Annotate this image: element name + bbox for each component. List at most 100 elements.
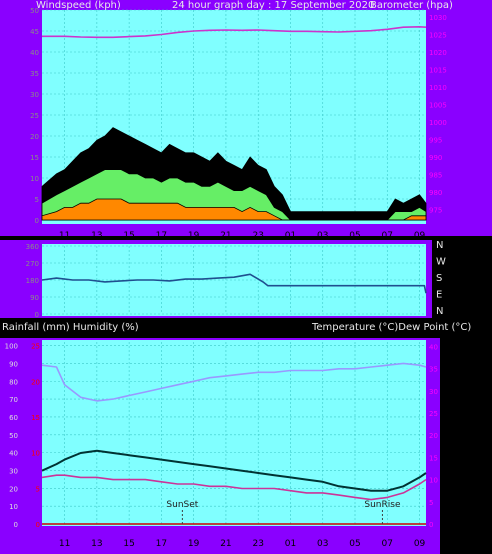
x-tick-label: 17 [156,539,167,549]
direction-grid [42,245,426,315]
windspeed-title: Windspeed (kph) [36,0,121,11]
temperature-tick-label: 10 [429,477,438,485]
compass-label: N [436,240,443,251]
humidity-tick-label: 100 [5,343,18,351]
sunrise-label: SunRise [364,500,401,510]
temperature-tick-label: 20 [429,432,438,440]
bottom-axis-ticks: 0102030405060708090100051015202505101520… [5,343,438,549]
barometer-tick-label: 1005 [429,102,447,110]
x-tick-label: 03 [317,231,328,241]
windspeed-tick-label: 30 [30,91,39,99]
x-tick-label: 19 [188,539,200,549]
direction-axis-ticks: 0 90 180 270 360 [26,243,39,319]
barometer-tick-label: 980 [429,189,442,197]
barometer-tick-label: 1020 [429,49,447,57]
x-tick-label: 07 [382,539,393,549]
rainfall-tick-label: 15 [31,414,40,422]
graph-date-title: 24 hour graph day : 17 September 2020 [172,0,374,11]
barometer-title: Barometer (hpa) [370,0,453,11]
humidity-tick-label: 50 [9,432,18,440]
direction-tick-label: 360 [26,243,39,251]
temperature-tick-label: 25 [429,410,438,418]
x-tick-label: 01 [285,231,296,241]
wind-lull-area [41,198,427,221]
humidity-tick-label: 70 [9,396,18,404]
x-tick-label: 15 [123,231,134,241]
sun-markers: SunSet SunRise [166,500,401,524]
humidity-tick-label: 10 [9,503,18,511]
x-tick-label: 15 [123,539,134,549]
windspeed-tick-label: 20 [30,133,39,141]
x-tick-label: 07 [382,231,393,241]
compass-label: N [436,306,443,317]
humidity-tick-label: 20 [9,485,18,493]
humidity-tick-label: 90 [9,360,18,368]
barometer-tick-label: 1000 [429,119,447,127]
x-tick-label: 23 [252,231,263,241]
x-tick-label: 17 [156,231,167,241]
humidity-tick-label: 0 [14,521,18,529]
temp-dewpoint-title: Temperature (°C)Dew Point (°C) [311,322,471,333]
barometer-tick-label: 985 [429,172,442,180]
x-tick-label: 19 [188,231,200,241]
direction-tick-label: 270 [26,260,39,268]
windspeed-tick-label: 35 [30,70,39,78]
windspeed-tick-label: 25 [30,112,39,120]
x-tick-label: 13 [91,231,102,241]
dew-point-line [41,474,427,501]
sunset-label: SunSet [166,500,198,510]
temperature-tick-label: 15 [429,454,438,462]
wind-direction-line [41,273,427,294]
barometer-tick-label: 1025 [429,32,447,40]
humidity-tick-label: 60 [9,414,18,422]
barometer-tick-label: 990 [429,154,442,162]
rainfall-tick-label: 25 [31,343,40,351]
top-series [41,25,427,221]
direction-series [41,273,427,294]
x-tick-label: 09 [414,539,426,549]
compass-label: S [436,273,442,284]
direction-tick-label: 90 [30,294,39,302]
humidity-tick-label: 40 [9,450,18,458]
temperature-tick-label: 30 [429,388,438,396]
rainfall-tick-label: 20 [31,378,40,386]
x-tick-label: 21 [220,539,231,549]
rainfall-tick-label: 10 [31,450,40,458]
windspeed-tick-label: 40 [30,49,39,57]
compass-label: E [436,290,442,301]
barometer-line [42,25,427,39]
x-tick-label: 11 [59,231,70,241]
x-tick-label: 13 [91,539,102,549]
x-tick-label: 01 [285,539,296,549]
rainfall-tick-label: 5 [36,485,40,493]
humidity-line [41,362,427,402]
windspeed-tick-label: 5 [35,196,39,204]
x-tick-label: 05 [349,539,360,549]
direction-tick-label: 0 [35,311,39,319]
barometer-tick-label: 1010 [429,84,447,92]
windspeed-tick-label: 0 [35,217,39,225]
compass-label: W [436,257,446,268]
x-tick-label: 21 [220,231,231,241]
x-tick-label: 03 [317,539,328,549]
top-axis-ticks: 0510152025303540455097598098599099510001… [30,7,447,241]
windspeed-tick-label: 15 [30,154,39,162]
temperature-tick-label: 0 [429,521,433,529]
temperature-tick-label: 5 [429,499,433,507]
x-tick-label: 05 [349,231,360,241]
direction-tick-label: 180 [26,277,39,285]
rainfall-tick-label: 0 [36,521,40,529]
barometer-tick-label: 995 [429,137,442,145]
windspeed-tick-label: 50 [30,7,39,15]
x-tick-label: 09 [414,231,426,241]
temperature-line [41,449,427,492]
temperature-tick-label: 40 [429,343,438,351]
barometer-tick-label: 1015 [429,67,447,75]
rain-humidity-title: Rainfall (mm) Humidity (%) [2,322,139,333]
temperature-tick-label: 35 [429,366,438,374]
windspeed-tick-label: 10 [30,175,39,183]
x-tick-label: 23 [252,539,263,549]
humidity-tick-label: 80 [9,378,18,386]
barometer-tick-label: 1030 [429,14,447,22]
